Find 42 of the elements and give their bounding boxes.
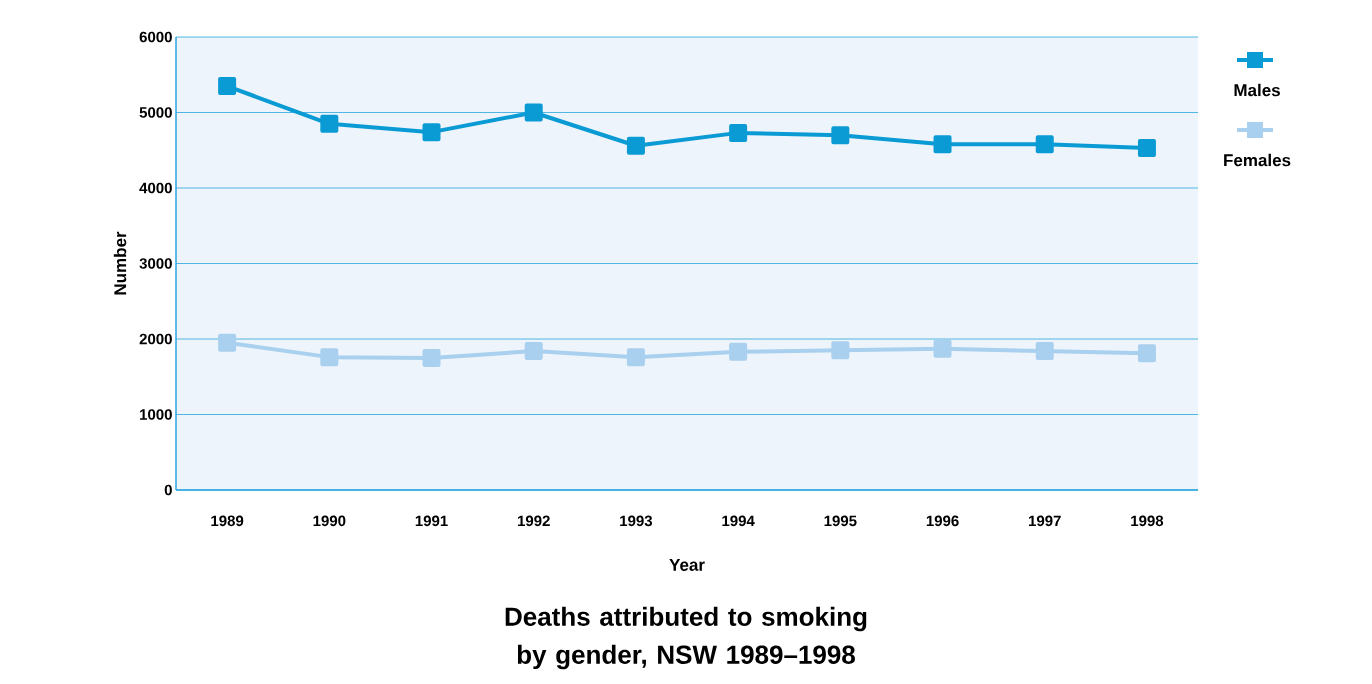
x-tick-label: 1997 (1028, 515, 1061, 527)
point (422, 123, 441, 142)
point (218, 77, 237, 96)
y-tick-label: 5000 (139, 107, 172, 118)
y-tick-label: 0 (164, 484, 172, 496)
point (524, 342, 543, 361)
x-tick-label: 1994 (722, 515, 755, 527)
point (1035, 342, 1054, 361)
x-tick-label: 1998 (1131, 515, 1164, 527)
point (320, 114, 339, 133)
legend-label: Males (1234, 83, 1280, 97)
point (524, 103, 543, 122)
legend-label: Females (1224, 153, 1291, 167)
x-tick-label: 1995 (824, 515, 857, 527)
x-tick-label: 1991 (415, 515, 448, 527)
point (1035, 135, 1054, 154)
point (422, 348, 441, 367)
x-tick-label: 1996 (926, 515, 959, 527)
point (1137, 344, 1156, 363)
y-tick-label: 3000 (139, 258, 172, 269)
text: Deaths attributed to smoking by gender, NSW 1989–1998 (505, 606, 867, 670)
point (320, 348, 339, 367)
point (933, 135, 952, 154)
x-tick-label: 1989 (211, 515, 244, 527)
point (933, 339, 952, 358)
point (831, 126, 850, 145)
x-axis-title: Year (669, 559, 705, 571)
y-tick-label: 1000 (140, 409, 172, 420)
point (1137, 138, 1156, 157)
point (729, 123, 748, 142)
x-tick-label: 1993 (620, 515, 653, 527)
point (626, 136, 645, 155)
x-tick-label: 1992 (517, 515, 550, 527)
point (218, 333, 237, 352)
y-tick-label: 2000 (139, 333, 172, 345)
point (626, 348, 645, 367)
y-tick-label: 4000 (139, 182, 172, 194)
y-tick-label: 6000 (139, 31, 172, 43)
point (729, 342, 748, 361)
y-axis-title: Number (113, 231, 127, 295)
x-tick-label: 1990 (313, 515, 346, 527)
point (831, 341, 850, 360)
